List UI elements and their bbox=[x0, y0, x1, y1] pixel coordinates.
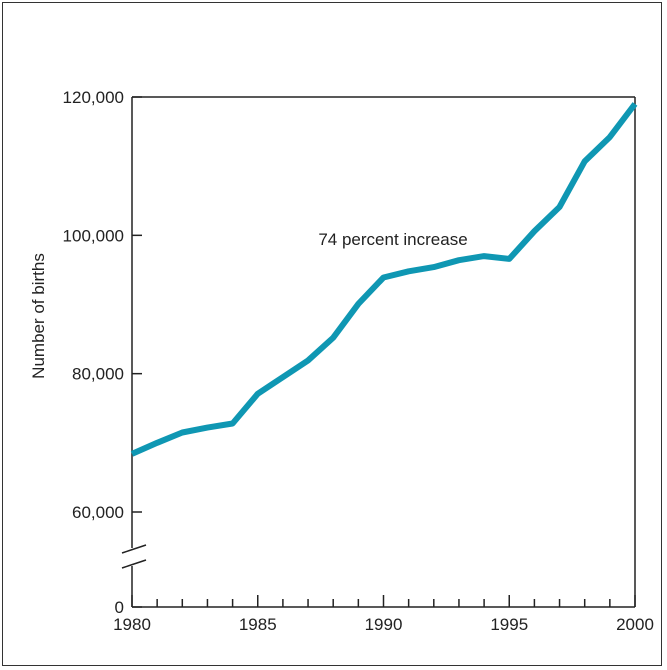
axes bbox=[121, 96, 636, 608]
annotation-74-percent: 74 percent increase bbox=[318, 230, 467, 249]
x-tick-label: 1995 bbox=[490, 615, 528, 634]
y-tick-label: 0 bbox=[115, 598, 124, 617]
y-tick-label: 100,000 bbox=[63, 226, 124, 245]
x-tick-label: 1980 bbox=[113, 615, 151, 634]
x-tick-label: 1985 bbox=[239, 615, 277, 634]
y-tick-label: 120,000 bbox=[63, 88, 124, 107]
axis-break-mark-lower bbox=[121, 559, 147, 569]
axis-break-mark-upper bbox=[121, 544, 147, 554]
births-series-line bbox=[130, 102, 638, 457]
series-group bbox=[130, 102, 638, 457]
ticks: 0 60,000 80,000 100,000 120,000 1980 1985 1990 1… bbox=[63, 88, 654, 634]
y-tick-label: 80,000 bbox=[72, 365, 124, 384]
y-tick-label: 60,000 bbox=[72, 503, 124, 522]
x-tick-label: 1990 bbox=[365, 615, 403, 634]
y-axis-label: Number of births bbox=[29, 253, 48, 379]
x-tick-label: 2000 bbox=[616, 615, 654, 634]
